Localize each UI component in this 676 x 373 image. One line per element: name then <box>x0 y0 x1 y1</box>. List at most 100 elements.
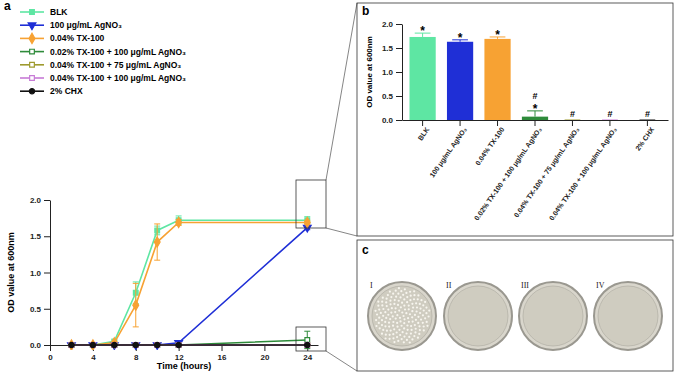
legend-marker <box>29 33 35 43</box>
zoom-indicator <box>296 3 357 371</box>
tick: 0.0 <box>30 341 50 350</box>
annotation: * <box>495 28 500 42</box>
error-bar <box>602 120 618 121</box>
tick: 0.04% TX-100 + 100 μg/mL AgNO₃ <box>548 120 619 222</box>
point <box>133 343 138 348</box>
legend-label: 100 μg/mL AgNO₃ <box>50 20 122 30</box>
bar <box>634 120 660 121</box>
point <box>69 343 74 348</box>
tick: 1.0 <box>30 269 50 278</box>
tick-label: 2.0 <box>382 20 394 29</box>
bar <box>484 39 510 120</box>
tick-label: 1.5 <box>382 44 394 53</box>
tick-mark <box>44 200 50 201</box>
point <box>91 343 96 348</box>
tick: 2.0 <box>30 196 50 205</box>
tick: 0.5 <box>382 92 402 101</box>
tick-mark <box>422 120 423 126</box>
tick: 100 μg/mL AgNO₃ <box>428 120 469 179</box>
plot-area <box>409 33 655 120</box>
series-line <box>71 344 307 346</box>
tick-mark <box>44 345 50 346</box>
legend-marker <box>29 89 34 94</box>
tick-mark <box>396 96 402 97</box>
tick-mark <box>460 120 461 126</box>
point <box>305 343 310 348</box>
tick-label: BLK <box>417 126 431 142</box>
series-line <box>71 222 307 345</box>
tick: 16 <box>218 345 227 362</box>
tick-label: 100 μg/mL AgNO₃ <box>428 126 469 179</box>
point <box>155 343 160 348</box>
annotation: # <box>645 109 650 119</box>
y-axis-title: OD value at 600nm <box>6 232 16 313</box>
tick-mark <box>497 120 498 126</box>
legend-marker <box>30 10 35 15</box>
tick-mark <box>647 120 648 126</box>
point <box>133 343 138 348</box>
panel-label: b <box>362 4 369 18</box>
point <box>305 343 310 348</box>
tick-mark <box>609 120 610 126</box>
error-bar <box>154 224 160 260</box>
point <box>91 343 96 348</box>
y-axis-title: OD value at 600nm <box>365 36 374 108</box>
legend-label: 0.04% TX-100 + 75 μg/mL AgNO₃ <box>50 60 181 70</box>
bar <box>559 120 585 121</box>
tick-label: 0.5 <box>382 92 394 101</box>
error-bar <box>304 331 310 348</box>
panel-frame <box>357 3 673 236</box>
x-axis: 04812162024 <box>48 345 318 362</box>
tick: 0.02% TX-100 + 100 μg/mL AgNO₃ <box>473 120 544 222</box>
point <box>90 340 96 350</box>
point <box>176 342 181 347</box>
petri-dish <box>519 282 587 350</box>
tick-mark <box>264 345 265 351</box>
panel-frame <box>357 240 673 371</box>
series-line <box>71 228 307 345</box>
axis-line <box>402 25 403 121</box>
panel-label: c <box>362 243 369 257</box>
point <box>112 343 117 348</box>
tick-label: 1.5 <box>30 232 42 241</box>
tick: 1.0 <box>382 68 402 77</box>
legend-item: 0.04% TX-100 <box>20 33 105 43</box>
tick-label: 0.02% TX-100 + 100 μg/mL AgNO₃ <box>473 126 544 222</box>
point <box>91 343 96 348</box>
tick-mark <box>572 120 573 126</box>
legend-item: 0.02% TX-100 + 100 μg/mL AgNO₃ <box>20 47 186 57</box>
tick-mark <box>396 48 402 49</box>
legend-marker <box>30 49 35 54</box>
legend-item: 0.04% TX-100 + 75 μg/mL AgNO₃ <box>20 60 181 70</box>
point <box>90 342 95 347</box>
legend-marker <box>28 23 36 30</box>
plot-area <box>68 216 312 350</box>
point <box>133 343 138 348</box>
point <box>112 343 117 348</box>
legend-item: BLK <box>20 7 68 17</box>
petri-dish <box>444 282 512 350</box>
point <box>305 338 310 343</box>
point <box>133 342 138 347</box>
tick-label: 24 <box>303 353 312 362</box>
petri-dish <box>594 282 662 350</box>
bar <box>447 42 473 120</box>
panel-c: cIIIIIIIV <box>357 240 673 371</box>
tick: 1.5 <box>30 232 50 241</box>
tick-mark <box>44 236 50 237</box>
legend-label: 0.04% TX-100 <box>50 33 105 43</box>
point <box>69 343 74 348</box>
point <box>305 342 310 347</box>
legend-label: 0.04% TX-100 + 100 μg/mL AgNO₃ <box>50 73 186 83</box>
point <box>91 343 96 348</box>
point <box>153 343 161 350</box>
point <box>133 300 139 310</box>
tick-mark <box>396 120 402 121</box>
tick: 2.0 <box>382 20 402 29</box>
point <box>176 217 182 227</box>
point <box>176 343 181 348</box>
point <box>154 237 160 247</box>
tick: 0.04% TX-100 + 75 μg/mL AgNO₃ <box>513 120 582 219</box>
point <box>176 343 181 348</box>
point <box>69 343 74 348</box>
